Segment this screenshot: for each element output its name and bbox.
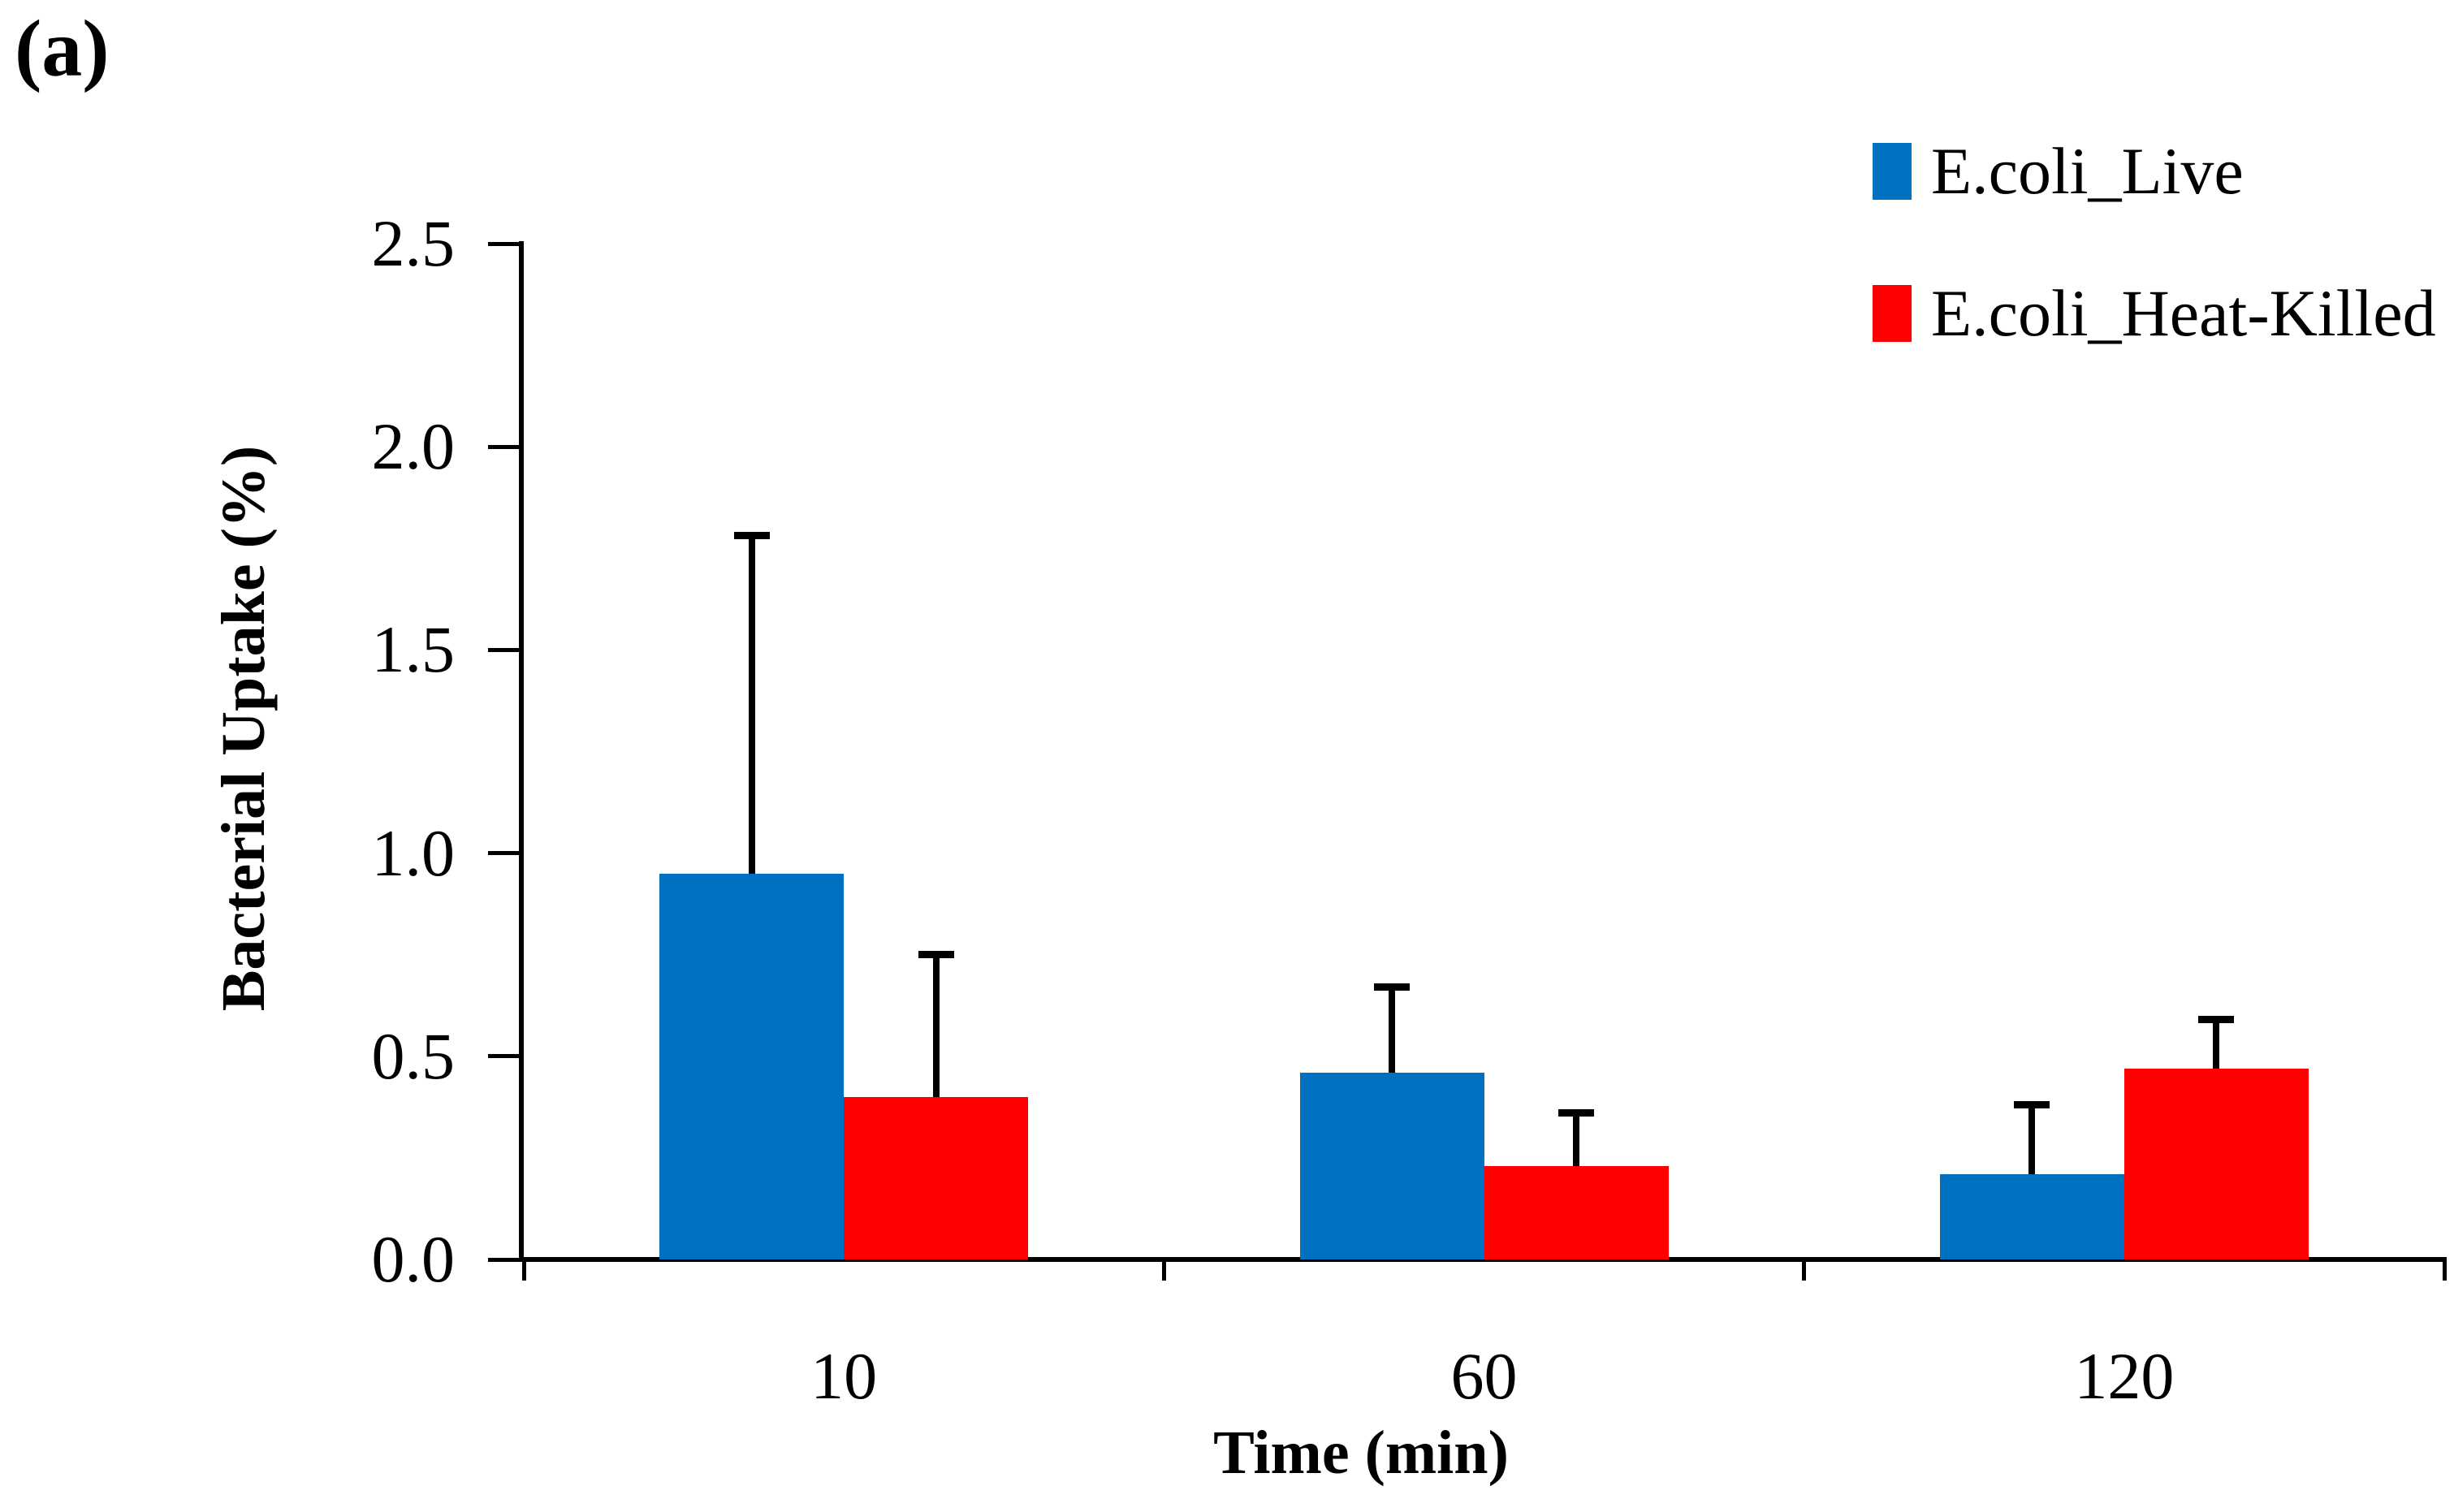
y-tick-label: 0.5 <box>371 1018 456 1093</box>
error-bar-line-e-coli-live-10 <box>748 532 755 874</box>
panel-label: (a) <box>15 3 110 93</box>
bar-e-coli-heat-killed-60 <box>1484 1165 1669 1259</box>
x-boundary-tick <box>1802 1257 1807 1281</box>
bar-e-coli-live-120 <box>1939 1173 2124 1259</box>
legend: E.coli_Live E.coli_Heat-Killed <box>1873 134 2441 354</box>
error-bar-cap-e-coli-heat-killed-60 <box>1558 1108 1594 1117</box>
y-tick-label: 2.5 <box>371 206 456 280</box>
error-bar-line-e-coli-live-60 <box>1389 983 1395 1073</box>
x-category-label: 60 <box>1450 1339 1518 1413</box>
error-bar-line-e-coli-heat-killed-120 <box>2213 1015 2220 1069</box>
y-tick-mark <box>488 1257 519 1262</box>
x-axis-title: Time (min) <box>1213 1419 1509 1487</box>
y-tick-mark <box>488 851 519 856</box>
bar-e-coli-heat-killed-10 <box>844 1096 1029 1259</box>
y-axis-line <box>519 241 524 1262</box>
x-category-label: 120 <box>2074 1339 2175 1413</box>
legend-label: E.coli_Live <box>1931 134 2244 208</box>
bar-e-coli-heat-killed-120 <box>2123 1068 2309 1259</box>
legend-label: E.coli_Heat-Killed <box>1931 276 2436 350</box>
x-boundary-tick <box>2442 1257 2447 1281</box>
error-bar-cap-e-coli-live-10 <box>733 532 770 540</box>
error-bar-line-e-coli-heat-killed-60 <box>1573 1108 1579 1166</box>
error-bar-line-e-coli-heat-killed-10 <box>932 950 940 1097</box>
x-boundary-tick <box>1161 1257 1166 1281</box>
legend-swatch-icon <box>1873 143 1912 200</box>
y-tick-label: 0.0 <box>371 1222 456 1296</box>
x-axis-line <box>524 1257 2444 1262</box>
legend-item: E.coli_Heat-Killed <box>1873 276 2441 350</box>
y-tick-mark <box>488 1054 519 1059</box>
y-tick-label: 1.0 <box>371 815 456 890</box>
x-boundary-tick <box>521 1257 526 1281</box>
bar-e-coli-live-10 <box>659 873 845 1259</box>
y-tick-label: 1.5 <box>371 612 456 687</box>
error-bar-cap-e-coli-heat-killed-10 <box>918 950 954 958</box>
legend-swatch-icon <box>1873 285 1912 342</box>
legend-item: E.coli_Live <box>1873 134 2441 208</box>
y-tick-mark <box>488 444 519 449</box>
y-tick-mark <box>488 241 519 246</box>
y-tick-label: 2.0 <box>371 409 456 484</box>
bar-e-coli-live-60 <box>1299 1072 1484 1259</box>
x-category-label: 10 <box>810 1339 878 1413</box>
y-tick-mark <box>488 647 519 652</box>
error-bar-line-e-coli-live-120 <box>2028 1100 2036 1174</box>
error-bar-cap-e-coli-heat-killed-120 <box>2198 1015 2235 1023</box>
error-bar-cap-e-coli-live-120 <box>2014 1100 2050 1108</box>
error-bar-cap-e-coli-live-60 <box>1374 983 1410 991</box>
